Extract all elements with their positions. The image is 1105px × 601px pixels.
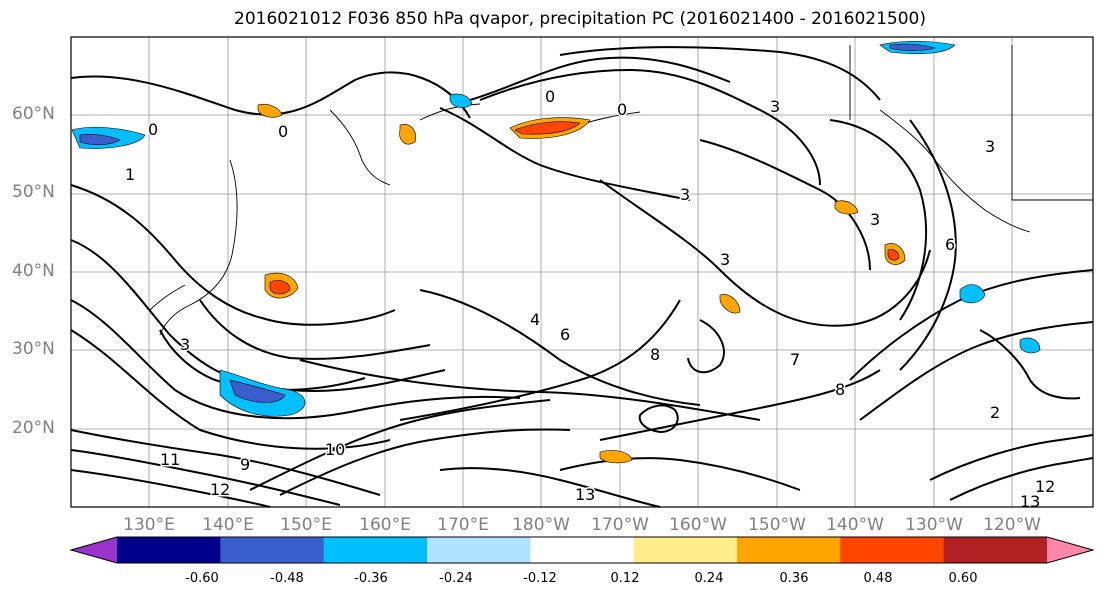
lon-label-160e: 160°E <box>359 515 411 535</box>
contour-label: 3 <box>870 210 880 229</box>
colorbar-segment <box>427 537 531 563</box>
lon-label-140w: 140°W <box>826 515 884 535</box>
lon-label-150w: 150°W <box>748 515 806 535</box>
map-frame <box>70 36 1094 508</box>
contour-label: 8 <box>835 380 845 399</box>
colorbar-tick: 0.60 <box>948 571 978 586</box>
lon-label-120w: 120°W <box>983 515 1041 535</box>
contour-label: 1 <box>125 165 135 184</box>
lon-label-130e: 130°E <box>123 515 175 535</box>
colorbar-tick: 0.48 <box>863 571 893 586</box>
colorbar-tick: 0.12 <box>610 571 640 586</box>
colorbar-segment <box>530 537 635 563</box>
colorbar-tick: 0.36 <box>779 571 809 586</box>
contour-label: 10 <box>325 440 345 459</box>
colorbar-tick: -0.48 <box>270 571 304 586</box>
contour-label: 8 <box>650 345 660 364</box>
colorbar-tick: -0.36 <box>354 571 388 586</box>
lon-label-130w: 130°W <box>905 515 963 535</box>
contour-label: 0 <box>617 100 627 119</box>
colorbar-tick: 0.24 <box>694 571 724 586</box>
colorbar-extension-low <box>71 537 117 563</box>
colorbar-extension-high <box>1047 537 1093 563</box>
lon-label-180w: 180°W <box>512 515 570 535</box>
colorbar-tick: -0.12 <box>523 571 557 586</box>
colorbar-segment <box>117 537 221 563</box>
contour-label: 3 <box>770 97 780 116</box>
contour-label: 3 <box>720 250 730 269</box>
contour-label: 11 <box>160 450 180 469</box>
lon-label-170w: 170°W <box>591 515 649 535</box>
contour-label: 0 <box>278 122 288 141</box>
contour-label: 0 <box>148 120 158 139</box>
lat-label-40n: 40°N <box>12 261 55 281</box>
colorbar-tick: -0.24 <box>439 571 473 586</box>
contour-label: 3 <box>180 335 190 354</box>
lat-label-30n: 30°N <box>12 339 55 359</box>
lon-label-140e: 140°E <box>202 515 254 535</box>
map-title: 2016021012 F036 850 hPa qvapor, precipit… <box>234 9 926 29</box>
colorbar-segment <box>943 537 1048 563</box>
contour-label: 4 <box>530 310 540 329</box>
lon-label-160w: 160°W <box>669 515 727 535</box>
colorbar-segment <box>323 537 428 563</box>
contour-label: 2 <box>990 403 1000 422</box>
contour-labels: 0 0 0 0 1 3 3 3 3 3 3 4 6 6 7 8 8 9 10 1… <box>124 86 1057 513</box>
contour-label: 9 <box>240 455 250 474</box>
colorbar-segment <box>633 537 738 563</box>
contour-label: 13 <box>1020 492 1040 511</box>
contour-label: 6 <box>945 235 955 254</box>
anomaly-fills <box>71 40 1041 464</box>
colorbar-segment <box>220 537 325 563</box>
contour-label: 13 <box>575 485 595 504</box>
contour-label: 3 <box>680 185 690 204</box>
lon-label-150e: 150°E <box>280 515 332 535</box>
colorbar-tick: -0.60 <box>185 571 219 586</box>
colorbar-outline <box>69 536 1095 564</box>
lat-label-60n: 60°N <box>12 104 55 124</box>
contour-label: 3 <box>985 137 995 156</box>
lat-label-50n: 50°N <box>12 182 55 202</box>
colorbar-segment <box>840 537 945 563</box>
lon-label-170e: 170°E <box>437 515 489 535</box>
colorbar-segment <box>737 537 841 563</box>
lat-label-20n: 20°N <box>12 418 55 438</box>
colorbar <box>69 536 1095 564</box>
coastlines <box>149 45 1093 336</box>
contour-label: 7 <box>790 350 800 369</box>
contour-label: 12 <box>210 480 230 499</box>
contour-label: 12 <box>1035 477 1055 496</box>
contour-label: 0 <box>545 87 555 106</box>
moisture-contours <box>70 46 1094 508</box>
contour-label: 6 <box>560 325 570 344</box>
